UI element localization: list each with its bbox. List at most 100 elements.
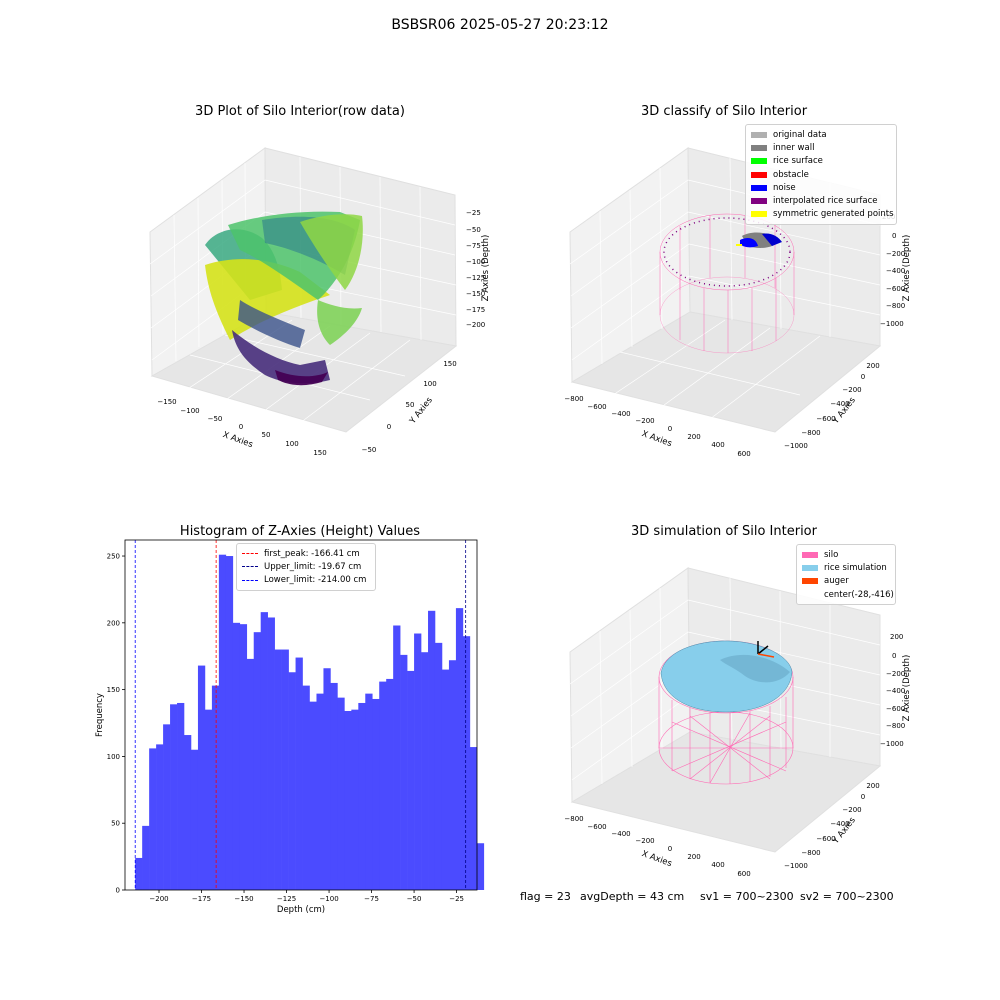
- histogram-bar: [184, 735, 192, 890]
- legend-item: rice surface: [751, 155, 891, 168]
- simulation-ztick: −1000: [880, 740, 904, 748]
- histogram-bar: [400, 654, 408, 890]
- legend-swatch: [751, 158, 767, 165]
- legend-item: center(-28,-416): [802, 588, 894, 601]
- legend-swatch: [751, 171, 767, 178]
- histogram-bar: [302, 685, 310, 890]
- simulation-xtick: −800: [564, 815, 583, 823]
- histogram-bar: [434, 642, 443, 890]
- histogram-chart: −200 −175 −150 −125 −100 −75 −50 −25 0 50 100 150 20…: [95, 539, 485, 915]
- legend-item: first_peak: -166.41 cm: [242, 547, 370, 560]
- simulation-ztick: −400: [886, 687, 905, 695]
- classify-ztick: −800: [886, 302, 905, 310]
- legend-item: silo: [802, 548, 890, 561]
- raw-ztick: −175: [466, 306, 485, 314]
- histogram-bar: [135, 857, 143, 890]
- histogram-bar: [260, 612, 268, 890]
- legend-label: inner wall: [773, 142, 815, 153]
- raw-ytick: 0: [387, 423, 391, 431]
- raw-x-axis-label: X Axies: [221, 430, 254, 450]
- classify-plot-title: 3D classify of Silo Interior: [640, 104, 808, 119]
- histogram-bar: [156, 744, 164, 890]
- raw-ytick: 150: [443, 360, 456, 368]
- legend-label: Upper_limit: -19.67 cm: [264, 561, 362, 572]
- raw-xtick: −150: [157, 398, 176, 406]
- classify-point-cluster: [736, 232, 782, 248]
- histogram-ytick-label: 100: [107, 753, 120, 761]
- histogram-bar: [288, 672, 296, 890]
- simulation-legend: silo rice simulation auger center(-28,-4…: [796, 544, 896, 606]
- histogram-xtick-label: −50: [407, 895, 422, 903]
- histogram-bar: [177, 702, 185, 890]
- raw-ztick: −150: [466, 290, 485, 298]
- raw-plot-title: 3D Plot of Silo Interior(row data): [195, 104, 405, 119]
- simulation-xtick: −400: [611, 830, 630, 838]
- legend-swatch: [802, 592, 818, 598]
- histogram-xtick-label: −200: [149, 895, 168, 903]
- legend-item: symmetric generated points: [751, 208, 894, 221]
- histogram-bar: [323, 668, 331, 890]
- histogram-bar: [372, 698, 380, 890]
- histogram-bar: [163, 724, 171, 890]
- legend-label: original data: [773, 129, 827, 140]
- legend-item: inner wall: [751, 141, 891, 154]
- histogram-bar: [344, 710, 352, 890]
- classify-ztick: 0: [892, 232, 896, 240]
- histogram-bar: [281, 649, 289, 890]
- raw-ytick: −50: [362, 446, 377, 454]
- classify-ztick: −200: [886, 250, 905, 258]
- raw-ytick: 100: [423, 380, 436, 388]
- classify-ztick: −1000: [880, 320, 904, 328]
- histogram-legend: first_peak: -166.41 cm Upper_limit: -19.…: [236, 543, 376, 591]
- raw-ztick: −25: [466, 209, 481, 217]
- classify-ytick: −1000: [784, 442, 808, 450]
- histogram-xtick-label: −100: [319, 895, 338, 903]
- histogram-bar: [386, 678, 394, 890]
- simulation-ytick: 0: [861, 793, 865, 801]
- raw-3d-axes: [149, 147, 458, 433]
- classify-ytick: −600: [816, 415, 835, 423]
- legend-item: obstacle: [751, 168, 891, 181]
- histogram-bar: [428, 610, 436, 890]
- histogram-ytick-label: 150: [107, 686, 120, 694]
- classify-xtick: 400: [711, 441, 724, 449]
- classify-ytick: −200: [842, 386, 861, 394]
- raw-xtick: 150: [313, 449, 326, 457]
- legend-item: original data: [751, 128, 891, 141]
- histogram-bar: [232, 622, 241, 890]
- raw-ztick: −200: [466, 321, 485, 329]
- simulation-ytick: −200: [842, 806, 861, 814]
- legend-label: first_peak: -166.41 cm: [264, 548, 360, 559]
- classify-z-axis-label: Z Axies (Depth): [902, 235, 912, 302]
- raw-xtick: −50: [208, 415, 223, 423]
- histogram-bar: [316, 693, 324, 890]
- histogram-bar: [204, 709, 213, 890]
- histogram-xtick-label: −125: [277, 895, 296, 903]
- simulation-ytick: −400: [830, 820, 849, 828]
- footer-flag: flag = 23: [520, 890, 571, 903]
- legend-swatch: [751, 131, 767, 138]
- raw-xtick: −100: [180, 407, 199, 415]
- legend-swatch: [242, 553, 258, 555]
- histogram-bar: [211, 685, 220, 890]
- histogram-bar: [421, 652, 429, 890]
- simulation-auger: [757, 641, 775, 658]
- legend-swatch: [802, 564, 818, 571]
- simulation-ytick: −800: [801, 849, 820, 857]
- histogram-bar: [218, 554, 227, 890]
- footer-sv2: sv2 = 700~2300: [800, 890, 894, 903]
- raw-xtick: 100: [285, 440, 298, 448]
- legend-label: symmetric generated points: [773, 209, 894, 220]
- histogram-bar: [476, 843, 485, 890]
- legend-label: rice simulation: [824, 562, 887, 573]
- footer-avg-depth: avgDepth = 43 cm: [580, 890, 685, 903]
- raw-xtick: 0: [239, 423, 243, 431]
- raw-xtick: 50: [262, 431, 271, 439]
- histogram-bar: [469, 747, 478, 890]
- histogram-bar: [407, 670, 415, 890]
- simulation-ytick: 200: [866, 782, 879, 790]
- simulation-xtick: −600: [587, 823, 606, 831]
- classify-ztick: −400: [886, 267, 905, 275]
- histogram-xtick-label: −25: [449, 895, 464, 903]
